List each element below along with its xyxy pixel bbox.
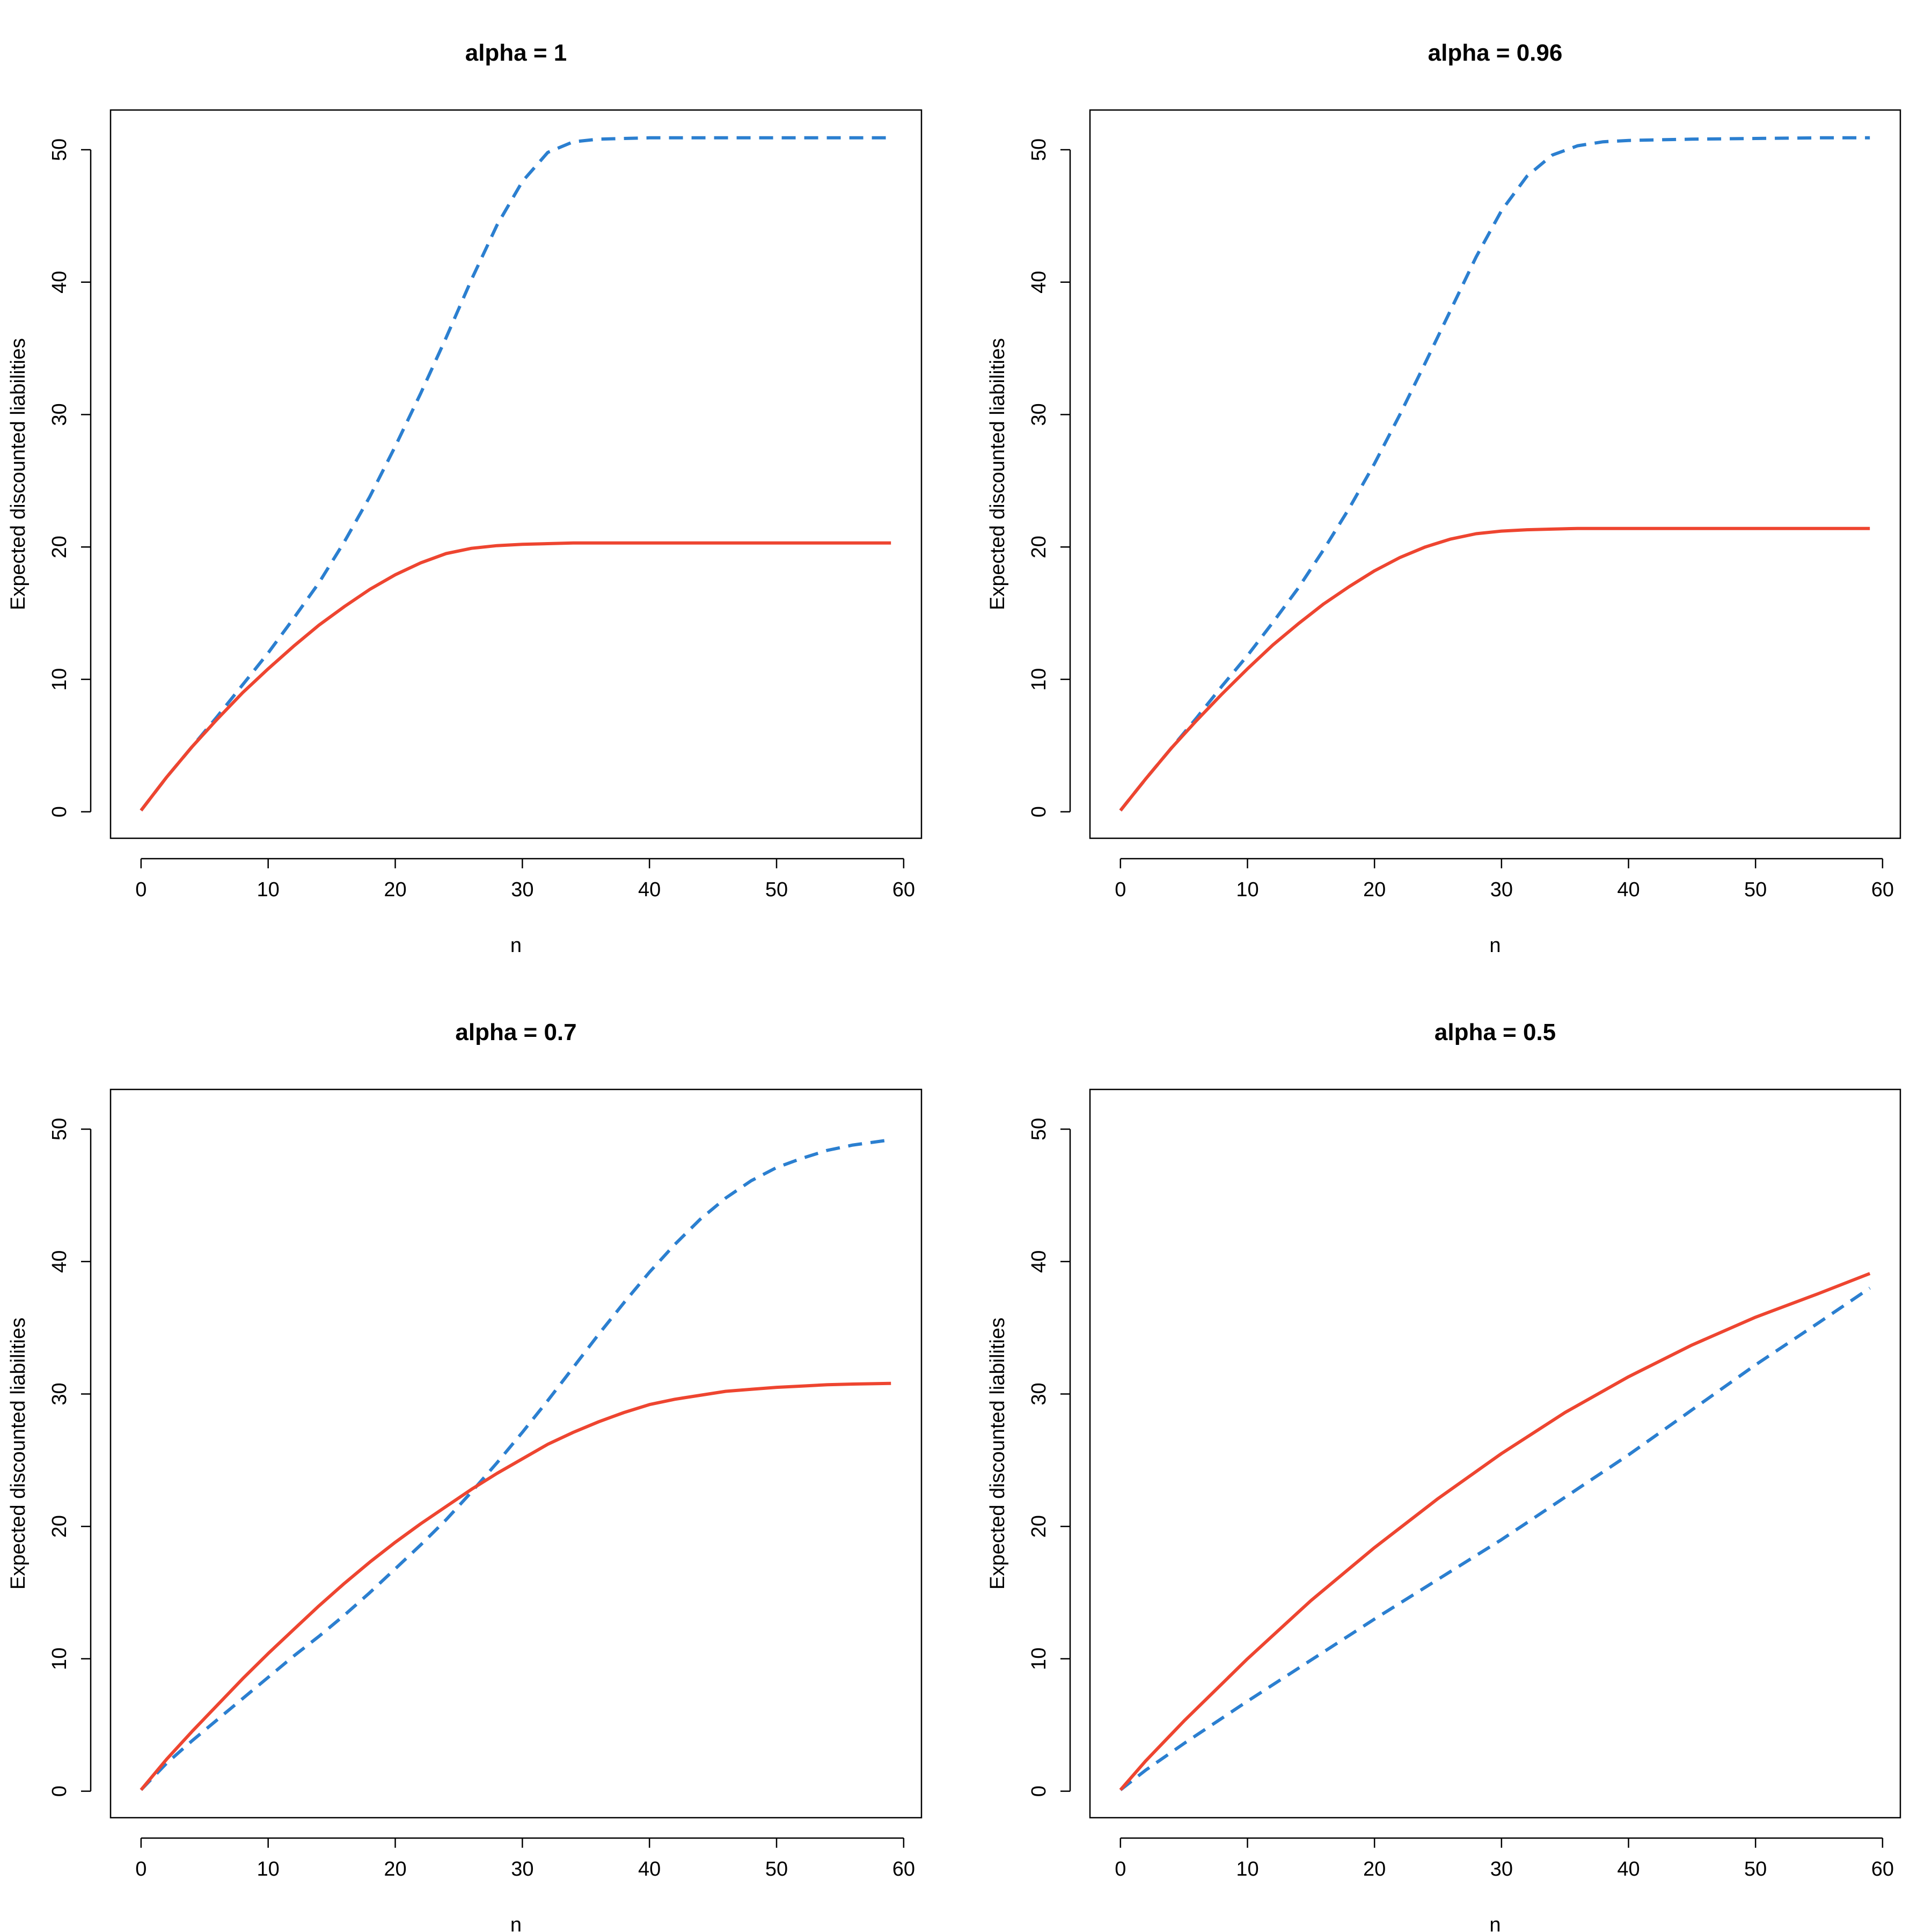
y-tick-label: 0 bbox=[48, 1785, 71, 1797]
y-tick-label: 10 bbox=[1028, 1648, 1050, 1670]
panel-3: alpha = 0.7 0 10 20 30 40 50 60 0 10 20 30 40 50 n Expe… bbox=[7, 1019, 923, 1932]
x-tick-label: 20 bbox=[1363, 1858, 1386, 1880]
x-tick-label: 10 bbox=[1236, 879, 1258, 901]
series-line-dashed bbox=[140, 136, 891, 812]
x-tick-label: 40 bbox=[638, 1858, 661, 1880]
y-tick-label: 0 bbox=[48, 806, 71, 817]
y-tick-label: 10 bbox=[48, 668, 71, 691]
x-tick-label: 0 bbox=[135, 879, 147, 901]
series-line-solid bbox=[140, 541, 891, 812]
y-tick-label: 50 bbox=[48, 138, 71, 161]
y-tick-label: 40 bbox=[1028, 1250, 1050, 1273]
x-tick-label: 40 bbox=[1617, 1858, 1640, 1880]
panel-title: alpha = 1 bbox=[465, 40, 567, 66]
panel-title: alpha = 0.96 bbox=[1428, 40, 1563, 66]
x-tick-label: 50 bbox=[1744, 1858, 1767, 1880]
y-tick-label: 30 bbox=[48, 1382, 71, 1405]
panel-1: alpha = 1 0 10 20 30 40 50 60 0 10 20 30 40 50 n Expect… bbox=[7, 40, 923, 957]
y-tick-label: 50 bbox=[1028, 138, 1050, 161]
x-tick-label: 60 bbox=[1871, 1858, 1894, 1880]
series-line-solid bbox=[1119, 1272, 1871, 1791]
series-line-dashed bbox=[140, 1138, 891, 1791]
y-tick-label: 30 bbox=[1028, 1382, 1050, 1405]
y-axis-title: Expected discounted liabilities bbox=[7, 1318, 30, 1590]
series-line-solid bbox=[1119, 526, 1870, 812]
x-axis-title: n bbox=[510, 934, 522, 957]
y-tick-label: 50 bbox=[48, 1118, 71, 1140]
panel-2: alpha = 0.96 0 10 20 30 40 50 60 0 10 20 30 40 50 n Exp… bbox=[986, 40, 1901, 957]
y-tick-label: 40 bbox=[1028, 271, 1050, 294]
y-tick-label: 20 bbox=[1028, 1515, 1050, 1538]
x-tick-label: 40 bbox=[1617, 879, 1640, 901]
x-axis-title: n bbox=[1489, 934, 1501, 957]
y-tick-label: 30 bbox=[48, 403, 71, 426]
x-tick-label: 10 bbox=[1236, 1858, 1258, 1880]
plot-frame bbox=[1089, 1088, 1901, 1819]
y-axis-title: Expected discounted liabilities bbox=[986, 1318, 1009, 1590]
x-tick-label: 0 bbox=[1115, 879, 1126, 901]
y-tick-label: 30 bbox=[1028, 403, 1050, 426]
y-tick-label: 0 bbox=[1028, 806, 1050, 817]
x-tick-label: 50 bbox=[765, 1858, 788, 1880]
x-tick-label: 10 bbox=[257, 1858, 280, 1880]
x-tick-label: 10 bbox=[257, 879, 280, 901]
x-tick-label: 20 bbox=[384, 879, 406, 901]
x-tick-label: 20 bbox=[1363, 879, 1386, 901]
x-tick-label: 60 bbox=[1871, 879, 1894, 901]
y-tick-label: 40 bbox=[48, 271, 71, 294]
panel-4: alpha = 0.5 0 10 20 30 40 50 60 0 10 20 30 40 50 n Expe… bbox=[986, 1019, 1901, 1932]
y-tick-label: 10 bbox=[1028, 668, 1050, 691]
y-tick-label: 20 bbox=[1028, 536, 1050, 558]
x-tick-label: 40 bbox=[638, 879, 661, 901]
plot-frame bbox=[109, 109, 923, 839]
plot-frame bbox=[1089, 109, 1901, 839]
y-tick-label: 40 bbox=[48, 1250, 71, 1273]
x-tick-label: 0 bbox=[135, 1858, 147, 1880]
y-tick-label: 20 bbox=[48, 1515, 71, 1538]
x-tick-label: 30 bbox=[1490, 1858, 1513, 1880]
x-tick-label: 30 bbox=[1490, 879, 1513, 901]
series-line-dashed bbox=[1119, 1286, 1871, 1791]
panel-title: alpha = 0.5 bbox=[1435, 1019, 1556, 1045]
x-tick-label: 60 bbox=[892, 879, 915, 901]
series-line-solid bbox=[140, 1381, 891, 1791]
x-tick-label: 0 bbox=[1115, 1858, 1126, 1880]
plot-frame bbox=[109, 1088, 923, 1819]
x-axis-title: n bbox=[510, 1914, 522, 1932]
y-tick-label: 10 bbox=[48, 1648, 71, 1670]
y-tick-label: 0 bbox=[1028, 1785, 1050, 1797]
y-tick-label: 50 bbox=[1028, 1118, 1050, 1140]
y-tick-label: 20 bbox=[48, 536, 71, 558]
x-tick-label: 50 bbox=[1744, 879, 1767, 901]
panel-title: alpha = 0.7 bbox=[455, 1019, 576, 1045]
x-tick-label: 30 bbox=[511, 1858, 533, 1880]
x-axis-title: n bbox=[1489, 1914, 1501, 1932]
x-tick-label: 50 bbox=[765, 879, 788, 901]
y-axis-title: Expected discounted liabilities bbox=[986, 338, 1009, 610]
x-tick-label: 20 bbox=[384, 1858, 406, 1880]
y-axis-title: Expected discounted liabilities bbox=[7, 338, 30, 610]
series-line-dashed bbox=[1119, 136, 1870, 812]
x-tick-label: 30 bbox=[511, 879, 533, 901]
x-tick-label: 60 bbox=[892, 1858, 915, 1880]
